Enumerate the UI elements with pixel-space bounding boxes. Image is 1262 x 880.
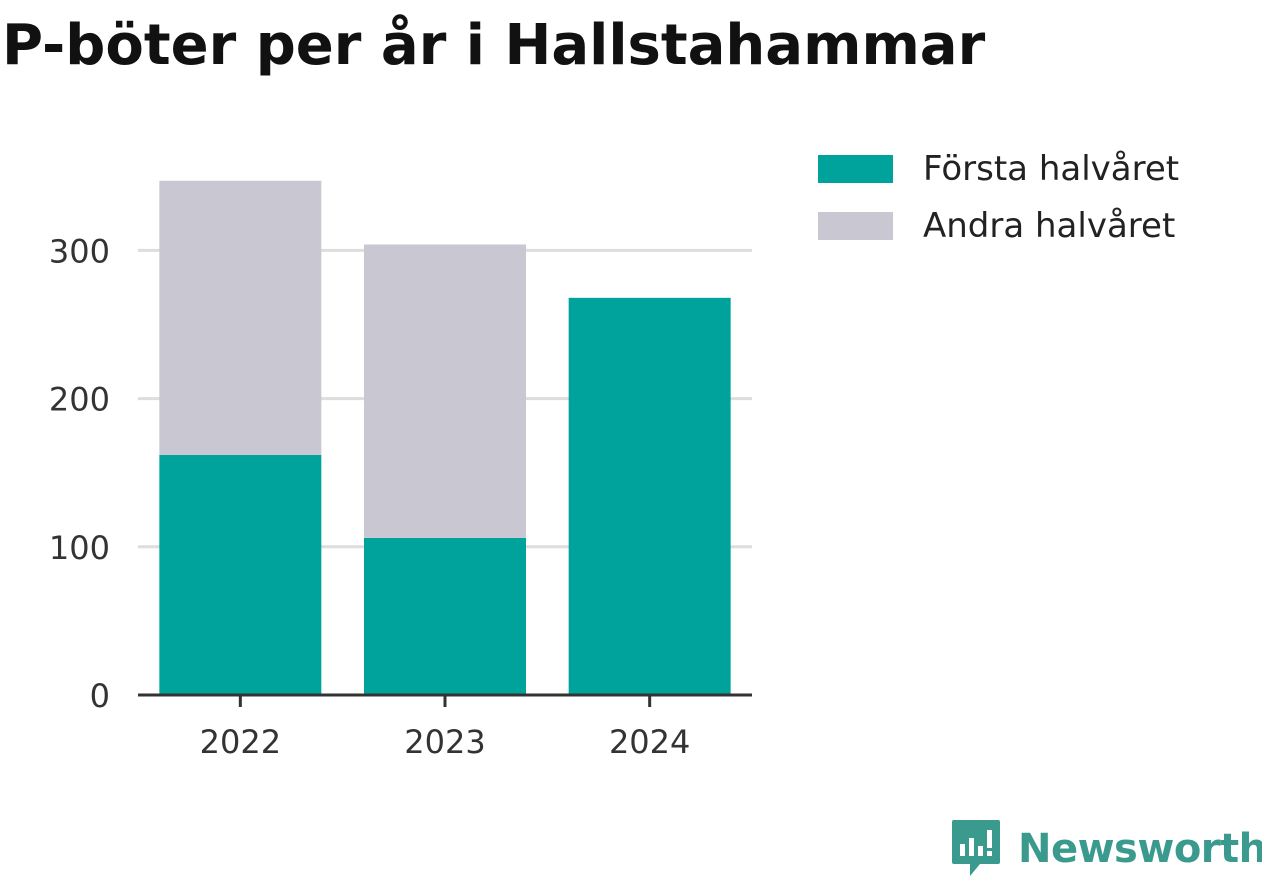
newsworthy-logo-icon <box>952 820 1000 876</box>
brand-name: Newsworthy <box>1018 826 1262 872</box>
bar-2023-series-0 <box>364 537 526 695</box>
y-tick-label-0: 0 <box>90 677 110 715</box>
legend-label-first-half: Första halvåret <box>923 148 1180 189</box>
bar-2023-series-1 <box>364 244 526 538</box>
legend-item-second-half: Andra halvåret <box>818 197 1179 254</box>
x-tick-label-2024: 2024 <box>609 723 690 761</box>
axes: 0 100 200 300 2022 2023 2024 <box>49 232 752 761</box>
newsworthy-branding: Newsworthy <box>950 818 1262 880</box>
x-tick-label-2022: 2022 <box>200 723 281 761</box>
y-tick-label-100: 100 <box>49 529 110 567</box>
chart-title: P-böter per år i Hallstahammar <box>2 13 986 78</box>
bars <box>159 180 731 695</box>
y-tick-label-200: 200 <box>49 381 110 419</box>
bar-2022-series-0 <box>159 454 322 695</box>
x-tick-label-2023: 2023 <box>404 723 485 761</box>
legend: Första halvåret Andra halvåret <box>818 140 1179 254</box>
legend-swatch-first-half <box>818 154 893 183</box>
y-tick-label-300: 300 <box>49 232 110 270</box>
legend-item-first-half: Första halvåret <box>818 140 1179 197</box>
bar-2024-series-0 <box>568 297 731 695</box>
legend-swatch-second-half <box>818 211 893 240</box>
bar-2022-series-1 <box>159 180 322 455</box>
legend-label-second-half: Andra halvåret <box>923 205 1176 246</box>
